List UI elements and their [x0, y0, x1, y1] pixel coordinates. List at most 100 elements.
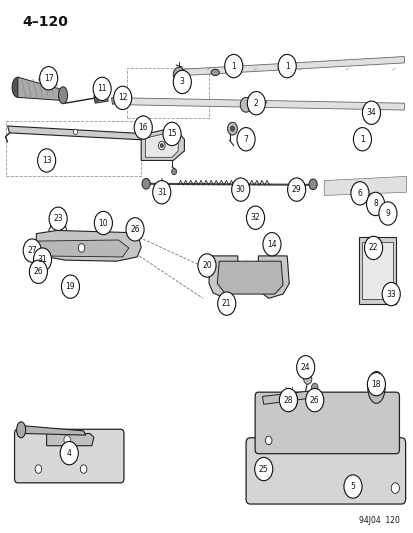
Text: 2: 2	[253, 99, 258, 108]
Circle shape	[38, 149, 55, 172]
Circle shape	[262, 232, 280, 256]
Polygon shape	[350, 187, 364, 200]
Circle shape	[237, 127, 254, 151]
Text: 33: 33	[385, 289, 395, 298]
Circle shape	[353, 127, 370, 151]
Ellipse shape	[211, 69, 219, 76]
Circle shape	[278, 54, 296, 78]
Circle shape	[285, 395, 293, 406]
Text: 94J04  120: 94J04 120	[358, 516, 399, 525]
Circle shape	[40, 67, 57, 90]
Ellipse shape	[12, 77, 24, 98]
Circle shape	[32, 270, 38, 278]
Circle shape	[379, 206, 385, 215]
Circle shape	[23, 239, 41, 262]
Text: 30: 30	[235, 185, 245, 194]
Circle shape	[361, 101, 380, 124]
Circle shape	[173, 67, 184, 82]
Circle shape	[64, 435, 70, 444]
FancyBboxPatch shape	[245, 438, 405, 504]
Polygon shape	[209, 256, 237, 298]
Polygon shape	[36, 230, 141, 261]
Text: 21: 21	[221, 299, 231, 308]
Circle shape	[308, 179, 316, 190]
Ellipse shape	[362, 108, 373, 113]
Circle shape	[378, 202, 396, 225]
Circle shape	[240, 98, 251, 112]
Circle shape	[311, 383, 317, 392]
Text: 6: 6	[357, 189, 361, 198]
Text: 3: 3	[180, 77, 184, 86]
Circle shape	[49, 207, 67, 230]
Polygon shape	[182, 56, 404, 76]
Text: 32: 32	[250, 213, 260, 222]
Polygon shape	[112, 96, 121, 104]
Polygon shape	[262, 391, 311, 405]
Circle shape	[33, 248, 52, 271]
Polygon shape	[38, 240, 128, 257]
Polygon shape	[47, 433, 94, 446]
Text: 25: 25	[258, 465, 268, 473]
Circle shape	[94, 212, 112, 235]
Text: 27: 27	[27, 246, 37, 255]
Circle shape	[366, 192, 384, 216]
Circle shape	[173, 70, 191, 94]
Circle shape	[161, 190, 167, 197]
Circle shape	[78, 244, 85, 252]
Polygon shape	[7, 126, 151, 140]
Circle shape	[64, 277, 74, 290]
Polygon shape	[145, 132, 178, 157]
Circle shape	[36, 265, 42, 272]
Text: 34: 34	[366, 108, 375, 117]
Polygon shape	[361, 241, 392, 300]
Polygon shape	[258, 256, 289, 298]
Circle shape	[160, 143, 163, 148]
Text: 11: 11	[97, 84, 107, 93]
Circle shape	[296, 356, 314, 379]
Circle shape	[231, 178, 249, 201]
Circle shape	[140, 116, 145, 122]
Circle shape	[230, 126, 234, 131]
Circle shape	[35, 465, 42, 473]
Circle shape	[265, 436, 271, 445]
Circle shape	[246, 206, 264, 229]
Circle shape	[197, 254, 216, 277]
Circle shape	[171, 168, 176, 175]
Circle shape	[60, 441, 78, 465]
Polygon shape	[323, 176, 406, 196]
Circle shape	[134, 219, 140, 227]
Circle shape	[387, 288, 394, 298]
Text: 13: 13	[42, 156, 51, 165]
Circle shape	[163, 122, 180, 146]
Text: 24: 24	[300, 363, 310, 372]
Circle shape	[98, 221, 106, 232]
Text: 4: 4	[66, 449, 71, 458]
Circle shape	[152, 181, 171, 204]
Text: 15: 15	[167, 130, 176, 139]
Text: 14: 14	[266, 240, 276, 249]
Text: 12: 12	[118, 93, 127, 102]
Circle shape	[350, 182, 368, 205]
Text: 1: 1	[231, 62, 235, 70]
Polygon shape	[217, 261, 282, 294]
Circle shape	[224, 54, 242, 78]
Circle shape	[227, 122, 237, 135]
Text: 17: 17	[44, 74, 53, 83]
Circle shape	[134, 116, 152, 139]
Text: 31: 31	[38, 255, 47, 264]
Circle shape	[279, 389, 297, 412]
Text: 10: 10	[98, 219, 108, 228]
Circle shape	[217, 292, 235, 316]
Circle shape	[305, 389, 323, 412]
Text: 16: 16	[138, 123, 148, 132]
Polygon shape	[94, 94, 108, 103]
Ellipse shape	[58, 87, 67, 104]
Circle shape	[94, 95, 99, 102]
Text: 29: 29	[291, 185, 301, 194]
Circle shape	[303, 374, 311, 384]
Polygon shape	[21, 425, 85, 435]
Circle shape	[80, 465, 87, 473]
Circle shape	[73, 129, 77, 134]
Circle shape	[116, 100, 120, 104]
Circle shape	[287, 178, 305, 201]
